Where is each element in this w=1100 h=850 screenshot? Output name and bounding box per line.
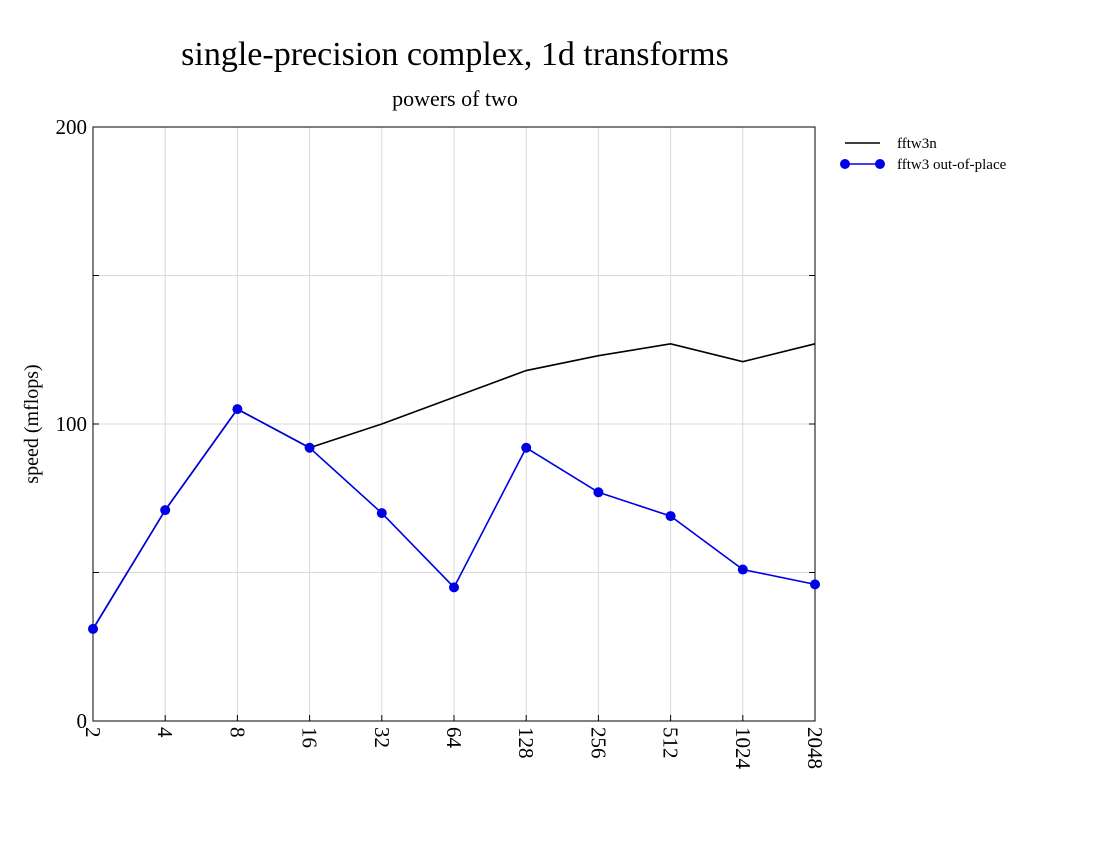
x-tick-label: 32: [370, 727, 394, 748]
series-point: [665, 511, 676, 522]
x-tick-label: 1024: [731, 727, 755, 770]
series-point: [376, 508, 387, 519]
legend: fftw3n fftw3 out-of-place: [840, 136, 1007, 173]
series-point: [449, 582, 459, 593]
legend-marker: [840, 159, 850, 169]
x-tick-label: 2048: [803, 727, 827, 769]
y-tick-label: 200: [56, 115, 88, 139]
series-point: [737, 564, 748, 575]
legend-marker: [875, 159, 885, 169]
series-point: [232, 404, 243, 415]
series-point: [521, 442, 532, 453]
x-tick-label: 256: [586, 727, 610, 759]
series-point: [160, 505, 171, 516]
series-point: [810, 579, 820, 590]
x-tick-labels: 2 4 8 16 32 64 128 256 512 1024 2048: [81, 715, 827, 770]
x-tick-label: 16: [298, 727, 322, 748]
x-tick-label: 64: [442, 727, 466, 749]
x-tick-label: 512: [659, 727, 683, 759]
y-tick-label: 0: [77, 709, 88, 733]
series-point: [304, 442, 315, 453]
chart-title: single-precision complex, 1d transforms: [181, 36, 729, 73]
y-tick-label: 100: [56, 412, 88, 436]
x-tick-label: 4: [153, 727, 177, 738]
x-tick-label: 128: [514, 727, 538, 759]
y-tick-labels: 0 100 200: [56, 115, 815, 733]
x-tick-label: 8: [225, 727, 249, 738]
series-point: [593, 487, 604, 498]
grid-lines: [93, 127, 815, 721]
legend-label: fftw3 out-of-place: [897, 157, 1007, 173]
legend-label: fftw3n: [897, 136, 937, 152]
x-tick-label: 2: [81, 727, 105, 738]
y-axis-label: speed (mflops): [21, 364, 43, 483]
series-layer: [88, 342, 820, 634]
chart-subtitle: powers of two: [392, 86, 518, 111]
series-point: [88, 623, 98, 634]
